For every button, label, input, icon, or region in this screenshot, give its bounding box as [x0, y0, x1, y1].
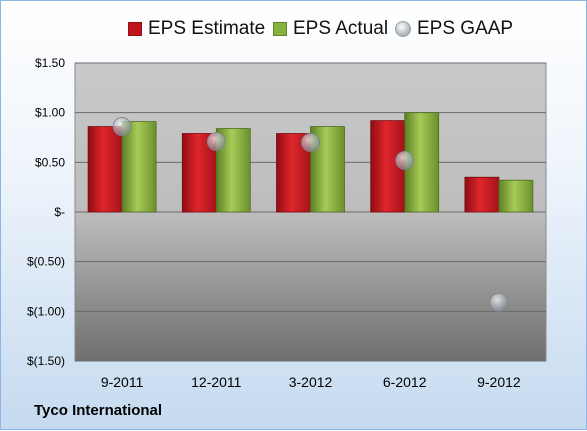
- y-tick-label: $-: [54, 205, 65, 219]
- x-tick-label: 9-2012: [477, 374, 521, 390]
- legend-label-gaap: EPS GAAP: [417, 18, 514, 39]
- point-eps-gaap: [395, 150, 415, 170]
- bar-eps-estimate: [276, 133, 311, 213]
- legend-swatch-estimate: [128, 22, 142, 36]
- bar-eps-estimate: [87, 126, 123, 213]
- x-tick-label: 12-2011: [191, 374, 242, 390]
- y-tick-label: $(0.50): [27, 255, 65, 269]
- legend-item-actual: EPS Actual: [273, 18, 388, 40]
- point-eps-gaap: [301, 133, 320, 152]
- company-name: Tyco International: [34, 402, 163, 419]
- legend-label-estimate: EPS Estimate: [148, 18, 266, 39]
- point-eps-gaap: [206, 132, 226, 151]
- point-eps-gaap: [112, 117, 132, 136]
- x-tick-label: 3-2012: [289, 374, 333, 390]
- y-tick-label: $1.00: [35, 106, 65, 120]
- bar-eps-estimate: [464, 176, 500, 213]
- y-tick-label: $1.50: [35, 56, 65, 70]
- y-tick-label: $(1.00): [27, 304, 65, 318]
- y-tick-label: $0.50: [35, 155, 65, 169]
- legend-item-gaap: EPS GAAP: [395, 18, 513, 40]
- bar-eps-actual: [498, 179, 534, 213]
- legend-swatch-actual: [273, 22, 287, 36]
- legend: EPS Estimate EPS Actual EPS GAAP: [1, 1, 587, 51]
- y-tick-label: $(1.50): [27, 354, 65, 368]
- x-tick-label: 9-2011: [101, 374, 144, 390]
- legend-marker-gaap: [395, 21, 411, 37]
- legend-item-estimate: EPS Estimate: [128, 18, 265, 40]
- x-tick-label: 6-2012: [383, 374, 427, 390]
- bar-eps-actual: [121, 121, 157, 213]
- legend-label-actual: EPS Actual: [293, 18, 389, 39]
- point-eps-gaap: [489, 292, 509, 312]
